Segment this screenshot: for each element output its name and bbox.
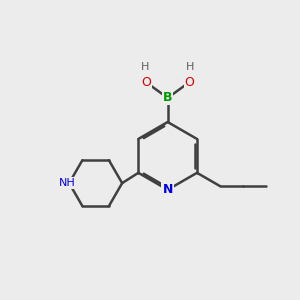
Text: O: O	[141, 76, 151, 89]
Text: O: O	[184, 76, 194, 89]
Text: H: H	[141, 62, 149, 72]
Text: NH: NH	[58, 178, 75, 188]
Text: B: B	[163, 92, 172, 104]
Text: N: N	[163, 183, 173, 196]
Text: H: H	[186, 62, 194, 72]
